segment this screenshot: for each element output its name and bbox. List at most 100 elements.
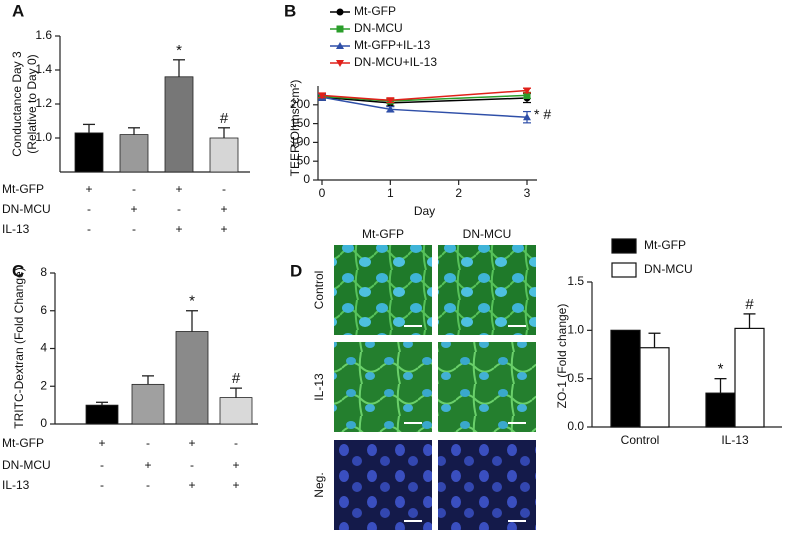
- bar: [610, 329, 641, 428]
- marker: [523, 87, 531, 95]
- condition-sign: +: [130, 202, 137, 216]
- column-label: DN-MCU: [463, 227, 512, 241]
- y-tick-label: 150: [290, 116, 310, 130]
- micrograph-grid: Mt-GFP DN-MCU Control IL-13 Neg.: [312, 227, 536, 530]
- bar: [119, 134, 149, 173]
- bar: [164, 76, 194, 173]
- panel-label: B: [284, 1, 296, 20]
- micrograph: [334, 342, 432, 432]
- bar: [131, 383, 165, 425]
- micrograph: [334, 440, 432, 530]
- y-tick-label: 1.0: [567, 323, 584, 337]
- scale-bars: [404, 325, 526, 522]
- condition-sign: -: [132, 182, 136, 196]
- legend-swatch: [611, 238, 637, 254]
- condition-sign: +: [220, 202, 227, 216]
- bar: [219, 397, 253, 425]
- marker: [386, 105, 395, 113]
- condition-label: IL-13: [2, 478, 30, 492]
- annotation: * #: [534, 106, 551, 122]
- condition-sign: -: [222, 182, 226, 196]
- legend-label: Mt-GFP: [354, 4, 396, 18]
- y-tick-label: 0: [303, 172, 310, 186]
- condition-sign: -: [146, 436, 150, 450]
- micrograph: [438, 342, 536, 432]
- condition-sign: -: [146, 478, 150, 492]
- x-tick-label: 3: [524, 186, 531, 200]
- row-label: Control: [312, 271, 326, 310]
- legend-label: DN-MCU: [644, 262, 693, 276]
- y-axis-label: Conductance Day 3: [10, 51, 24, 157]
- y-axis-label: ZO-1 (Fold change): [555, 304, 569, 409]
- legend-marker: [336, 42, 344, 49]
- y-tick-label: 8: [40, 265, 47, 279]
- bar: [74, 132, 104, 173]
- condition-sign: -: [132, 222, 136, 236]
- annotation: #: [232, 370, 241, 387]
- condition-sign: -: [100, 478, 104, 492]
- x-tick-label: 2: [455, 186, 462, 200]
- y-tick-label: 1.0: [35, 130, 52, 144]
- condition-sign: +: [220, 222, 227, 236]
- bar: [85, 404, 119, 425]
- legend-label: Mt-GFP: [644, 238, 686, 252]
- y-axis-label: (Relative to Day 0): [25, 54, 39, 153]
- y-tick-label: 1.2: [35, 96, 52, 110]
- y-tick-label: 6: [40, 303, 47, 317]
- micrograph: [438, 440, 536, 530]
- y-tick-label: 100: [290, 135, 310, 149]
- legend-label: Mt-GFP+IL-13: [354, 38, 431, 52]
- marker: [523, 91, 531, 99]
- micrograph: [334, 245, 432, 335]
- row-label: Neg.: [312, 472, 326, 497]
- y-tick-label: 0.5: [567, 371, 584, 385]
- x-tick-label: 0: [319, 186, 326, 200]
- panel-label: D: [290, 261, 302, 280]
- y-axis-label: TRITC-Dextran (Fold Change): [12, 267, 26, 428]
- y-tick-label: 50: [297, 153, 311, 167]
- condition-sign: +: [85, 182, 92, 196]
- condition-sign: -: [177, 202, 181, 216]
- condition-sign: -: [87, 202, 91, 216]
- y-tick-label: 1.4: [35, 62, 52, 76]
- panel-label: C: [12, 261, 24, 280]
- legend-marker: [336, 8, 344, 16]
- condition-sign: +: [144, 458, 151, 472]
- x-axis-label: Day: [414, 204, 435, 218]
- condition-sign: +: [232, 478, 239, 492]
- panel-label: A: [12, 1, 24, 20]
- condition-sign: +: [175, 182, 182, 196]
- y-axis-label: TEER(Ohms*cm²): [288, 80, 302, 177]
- marker: [386, 97, 395, 105]
- condition-sign: +: [188, 436, 195, 450]
- legend-label: DN-MCU+IL-13: [354, 55, 437, 69]
- micrograph: [438, 245, 536, 335]
- bar: [705, 392, 736, 428]
- annotation: *: [189, 293, 195, 310]
- x-tick-label: Control: [621, 433, 660, 447]
- x-tick-label: IL-13: [721, 433, 749, 447]
- marker: [318, 92, 326, 100]
- legend-swatch: [611, 262, 637, 278]
- condition-label: DN-MCU: [2, 458, 51, 472]
- condition-sign: -: [87, 222, 91, 236]
- condition-sign: +: [232, 458, 239, 472]
- bar: [734, 327, 765, 428]
- y-tick-label: 2: [40, 378, 47, 392]
- condition-label: DN-MCU: [2, 202, 51, 216]
- condition-sign: -: [234, 436, 238, 450]
- condition-label: Mt-GFP: [2, 436, 44, 450]
- y-tick-label: 1.5: [567, 274, 584, 288]
- bar: [209, 137, 239, 173]
- annotation: *: [718, 361, 724, 378]
- condition-sign: -: [190, 458, 194, 472]
- condition-sign: +: [98, 436, 105, 450]
- condition-sign: -: [100, 458, 104, 472]
- condition-label: Mt-GFP: [2, 182, 44, 196]
- annotation: #: [220, 110, 229, 127]
- bar: [639, 347, 670, 428]
- y-tick-label: 0.0: [567, 419, 584, 433]
- annotation: #: [745, 296, 754, 313]
- y-tick-label: 4: [40, 341, 47, 355]
